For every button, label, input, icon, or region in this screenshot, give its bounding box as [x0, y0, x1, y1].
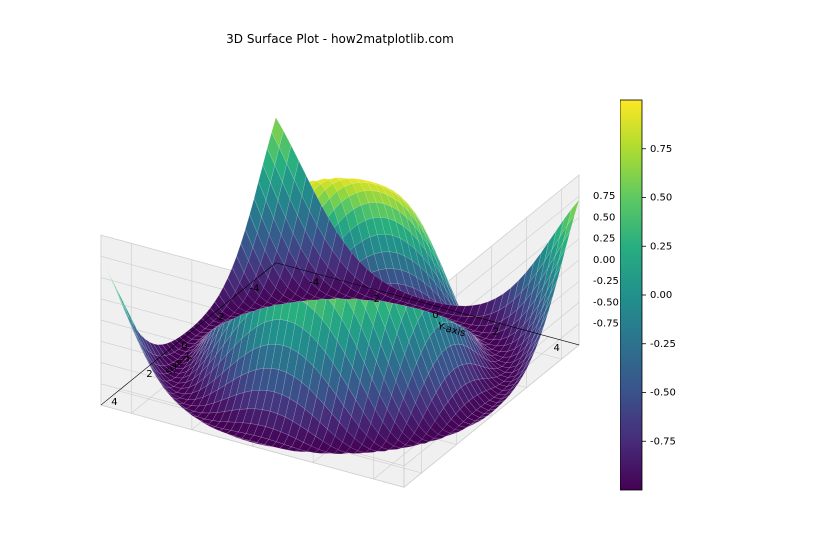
colorbar-tick-label: 0.50	[650, 193, 672, 204]
svg-text:0.25: 0.25	[593, 234, 615, 245]
colorbar-tick-label: -0.50	[650, 388, 676, 399]
colorbar-gradient	[620, 100, 642, 490]
colorbar-tick-label: -0.75	[650, 436, 676, 447]
chart-title: 3D Surface Plot - how2matplotlib.com	[0, 32, 680, 46]
colorbar-tick-label: 0.75	[650, 144, 672, 155]
colorbar-tick-label: -0.25	[650, 339, 676, 350]
svg-text:0.50: 0.50	[593, 212, 615, 223]
svg-text:-4: -4	[249, 283, 259, 294]
svg-text:2: 2	[493, 327, 499, 338]
surface-plot-3d: -4-2024-4-2024-0.75-0.50-0.250.000.250.5…	[60, 55, 620, 515]
svg-text:-0.25: -0.25	[593, 276, 619, 287]
svg-text:0.00: 0.00	[593, 255, 615, 266]
svg-text:-2: -2	[214, 312, 224, 323]
svg-text:-2: -2	[370, 294, 380, 305]
svg-text:-0.50: -0.50	[593, 297, 619, 308]
svg-text:0: 0	[432, 310, 438, 321]
svg-text:-4: -4	[309, 277, 319, 288]
svg-text:-0.75: -0.75	[593, 319, 619, 330]
svg-text:0.75: 0.75	[593, 191, 615, 202]
chart-container: 3D Surface Plot - how2matplotlib.com -4 -…	[0, 0, 840, 560]
colorbar-tick-label: 0.25	[650, 241, 672, 252]
colorbar-tick-label: 0.00	[650, 290, 672, 301]
svg-text:2: 2	[146, 369, 152, 380]
svg-text:4: 4	[111, 397, 117, 408]
svg-text:4: 4	[554, 343, 560, 354]
colorbar: -0.75 -0.50 -0.25 0.00 0.25 0.50 0.75	[620, 90, 700, 510]
